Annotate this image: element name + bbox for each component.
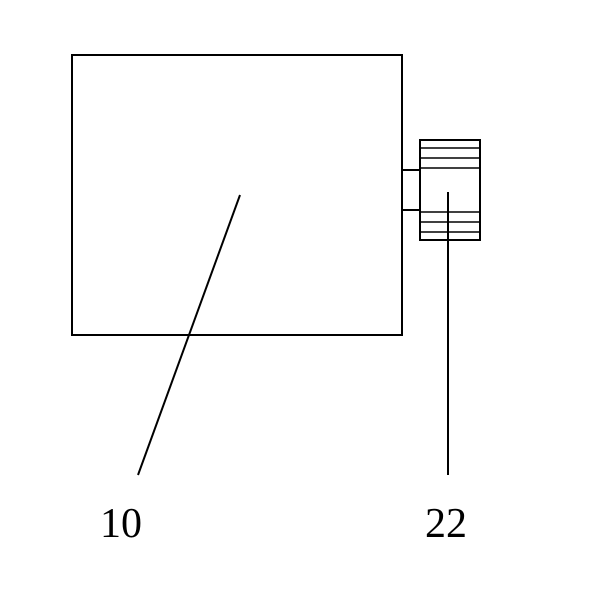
knob-connector [402,170,420,210]
diagram-svg [0,0,589,607]
label-22: 22 [425,500,467,548]
label-10: 10 [100,500,142,548]
technical-diagram: 10 22 [0,0,589,607]
knob-body [420,140,480,240]
main-block [72,55,402,335]
